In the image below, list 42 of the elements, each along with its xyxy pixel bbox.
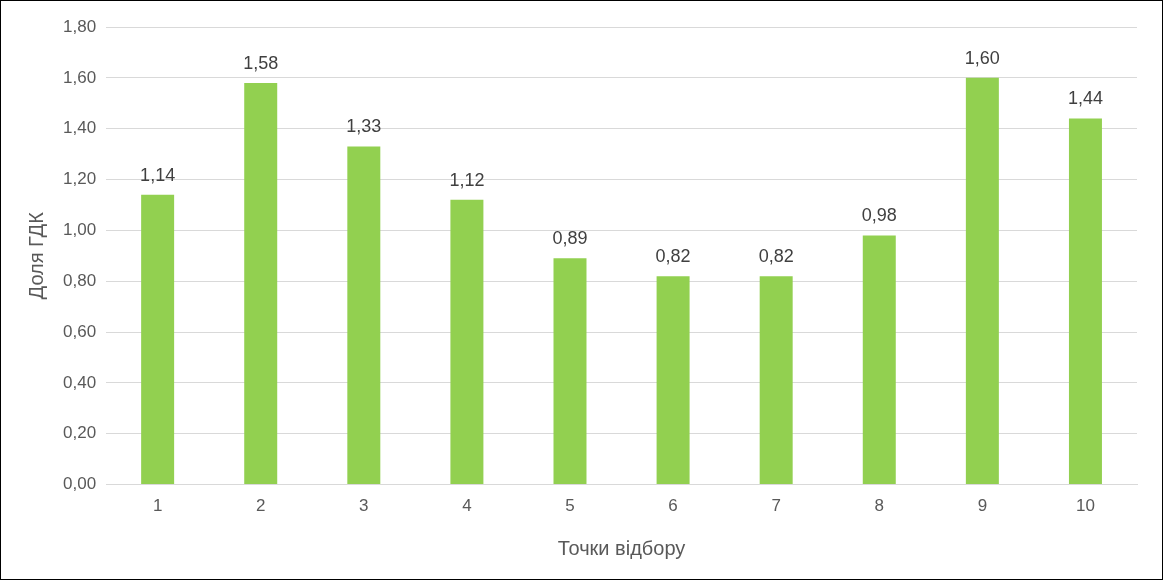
y-tick-label: 0,60 — [62, 321, 97, 341]
bar — [141, 194, 175, 485]
y-tick-label: 0,80 — [62, 270, 97, 290]
data-label: 0,98 — [861, 205, 897, 226]
bar — [553, 258, 587, 485]
x-tick-label: 2 — [255, 496, 266, 516]
y-tick-label: 0,20 — [62, 423, 97, 443]
x-tick-label: 10 — [1075, 496, 1095, 516]
data-label: 0,82 — [655, 246, 691, 267]
x-tick-label: 1 — [152, 496, 163, 516]
y-axis-title: Доля ГДК — [24, 211, 47, 300]
x-tick-label: 3 — [359, 496, 369, 516]
bar — [759, 276, 793, 485]
bar — [450, 199, 484, 485]
y-tick-label: 0,40 — [62, 372, 97, 392]
data-label: 1,12 — [449, 169, 485, 190]
y-tick-label: 0,00 — [62, 474, 97, 494]
y-tick-label: 1,00 — [62, 220, 97, 240]
y-tick-label: 1,60 — [62, 67, 97, 87]
data-label: 1,14 — [140, 164, 176, 185]
bar — [965, 77, 999, 485]
data-label: 0,82 — [758, 246, 794, 267]
x-tick-label: 9 — [977, 496, 988, 516]
bar — [656, 276, 690, 485]
x-tick-label: 8 — [874, 496, 885, 516]
y-tick-label: 1,20 — [62, 169, 97, 189]
data-label: 1,60 — [964, 47, 1000, 68]
data-label: 1,44 — [1067, 88, 1103, 109]
bar — [1068, 118, 1102, 485]
x-tick-label: 7 — [771, 496, 781, 516]
data-label: 1,58 — [243, 52, 279, 73]
bar — [244, 82, 278, 485]
bar — [862, 235, 896, 485]
x-axis-title: Точки відбору — [557, 536, 686, 559]
bar — [347, 146, 381, 485]
data-label: 0,89 — [552, 228, 588, 249]
x-tick-label: 5 — [565, 496, 575, 516]
y-tick-label: 1,40 — [62, 118, 97, 138]
x-tick-label: 4 — [462, 496, 472, 516]
data-label: 1,33 — [346, 116, 382, 137]
y-tick-label: 1,80 — [62, 16, 97, 36]
x-tick-label: 6 — [668, 496, 678, 516]
